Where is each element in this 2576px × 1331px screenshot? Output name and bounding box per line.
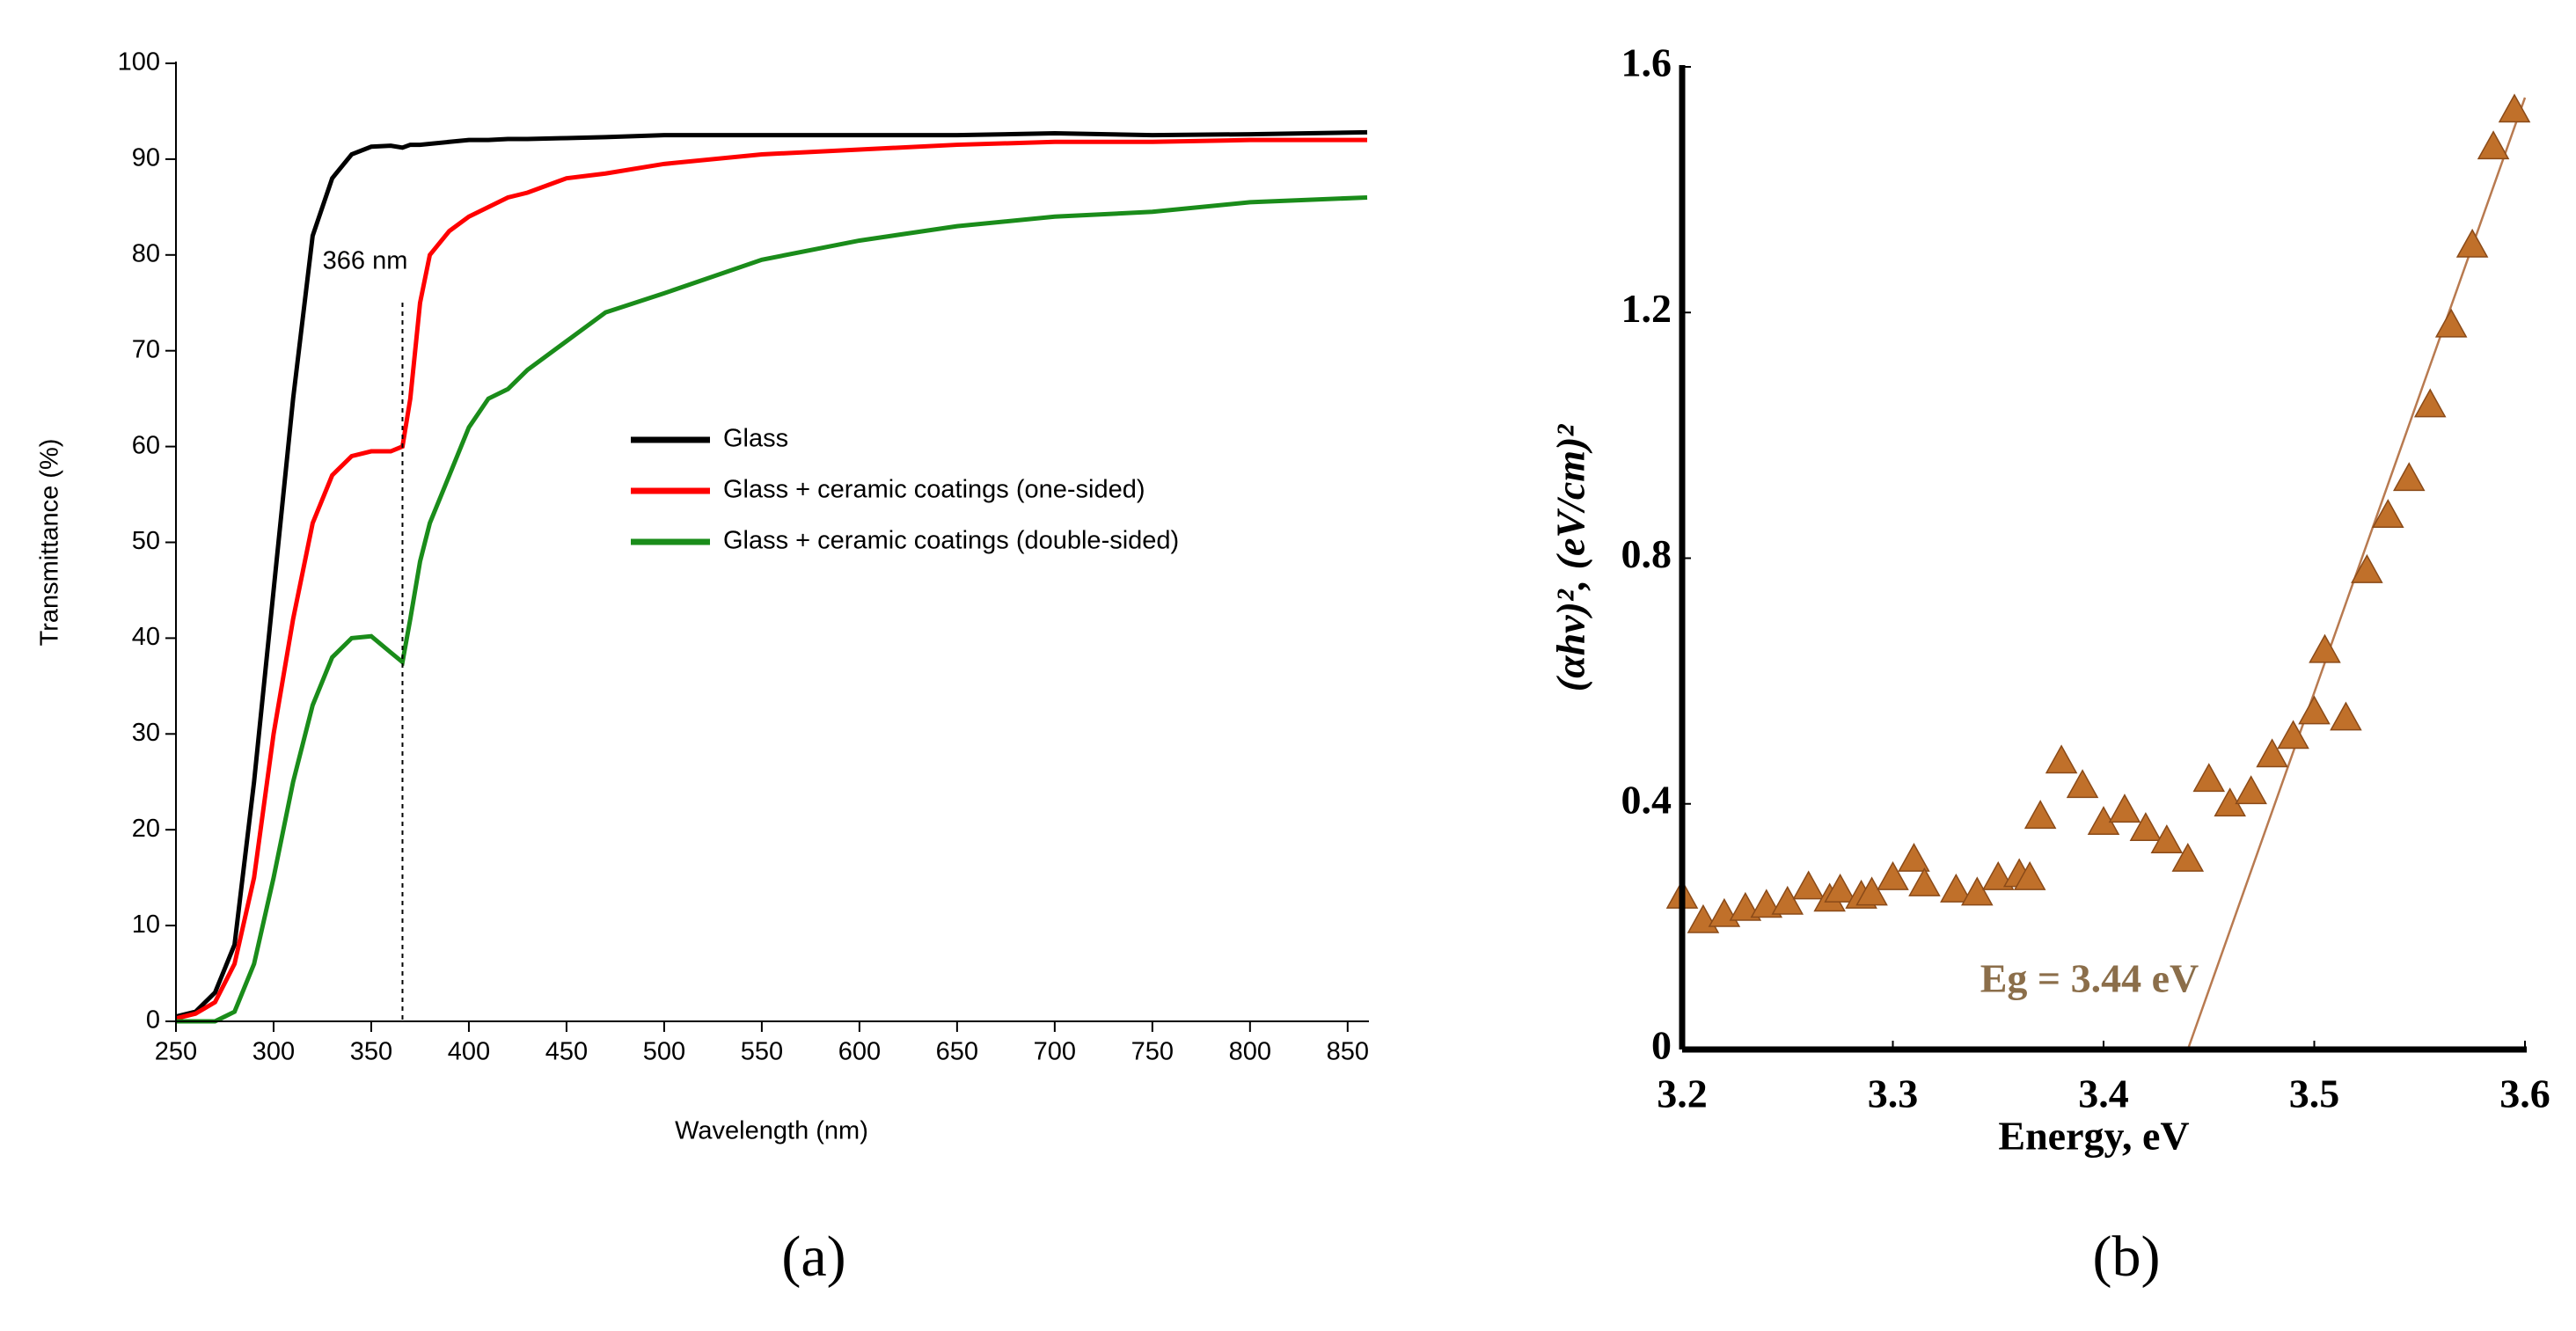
y-axis-title: Transmittance (%) <box>36 439 64 647</box>
x-tick-label: 300 <box>252 1038 295 1066</box>
data-point <box>2023 800 2057 830</box>
y-tick-label: 100 <box>118 48 160 77</box>
y-tick-label: 20 <box>132 815 160 843</box>
data-point <box>2434 308 2468 338</box>
x-tick-label: 250 <box>155 1038 197 1066</box>
y-tick-label: 0 <box>1651 1023 1672 1068</box>
y-tick-label: 80 <box>132 239 160 267</box>
y-tick-label: 70 <box>132 335 160 363</box>
data-point <box>1961 876 1994 906</box>
y-tick-label: 60 <box>132 431 160 459</box>
x-tick-label: 3.6 <box>2499 1071 2550 1116</box>
legend-label: Glass + ceramic coatings (one-sided) <box>723 476 1145 504</box>
y-tick-label: 40 <box>132 623 160 651</box>
data-point <box>1940 873 1972 903</box>
data-point <box>2192 763 2226 793</box>
data-point <box>2108 793 2141 823</box>
x-tick-label: 550 <box>741 1038 783 1066</box>
data-point <box>2372 499 2404 528</box>
data-point <box>2066 769 2099 799</box>
series-line <box>175 137 1367 1021</box>
data-point <box>1855 876 1888 906</box>
series-line <box>176 194 1368 1024</box>
annotation: 366 nm <box>323 247 408 275</box>
x-tick-label: 400 <box>448 1038 490 1066</box>
y-tick-label: 0.4 <box>1621 777 1672 822</box>
y-tick-label: 50 <box>132 527 160 555</box>
data-point <box>2129 812 2163 842</box>
data-point <box>2150 824 2184 853</box>
y-tick-label: 10 <box>132 910 160 939</box>
x-axis-title: Energy, eV <box>1998 1114 2189 1159</box>
annotation: Eg = 3.44 eV <box>1980 956 2199 1001</box>
data-point <box>1771 885 1804 915</box>
data-point <box>2013 860 2046 890</box>
x-tick-label: 700 <box>1034 1038 1076 1066</box>
x-axis-title: Wavelength (nm) <box>675 1117 868 1145</box>
x-tick-label: 3.3 <box>1868 1071 1919 1116</box>
y-tick-label: 0 <box>146 1006 160 1035</box>
data-point <box>1877 860 1909 890</box>
legend-label: Glass + ceramic coatings (double-sided) <box>723 527 1179 555</box>
x-tick-label: 500 <box>643 1038 685 1066</box>
x-tick-label: 750 <box>1131 1038 1174 1066</box>
data-point <box>2413 388 2447 418</box>
data-point <box>2256 738 2288 768</box>
data-point <box>2455 228 2489 258</box>
x-tick-label: 3.5 <box>2289 1071 2340 1116</box>
y-tick-label: 1.2 <box>1621 286 1672 331</box>
x-tick-label: 3.4 <box>2078 1071 2129 1116</box>
x-tick-label: 650 <box>936 1038 978 1066</box>
x-tick-label: 3.2 <box>1657 1071 1708 1116</box>
data-point <box>2330 701 2362 731</box>
data-point <box>2235 775 2267 805</box>
data-point <box>2477 130 2510 160</box>
y-tick-label: 30 <box>132 719 160 747</box>
data-point <box>2171 843 2205 872</box>
data-point <box>1898 843 1930 872</box>
x-tick-label: 800 <box>1229 1038 1271 1066</box>
y-tick-label: 90 <box>132 144 160 172</box>
y-tick-label: 0.8 <box>1621 531 1672 576</box>
y-tick-label: 1.6 <box>1621 40 1672 85</box>
x-tick-label: 450 <box>545 1038 588 1066</box>
series-line <box>175 129 1368 1019</box>
y-axis-title: (αhν)², (eV/cm)² <box>1548 424 1593 692</box>
x-tick-label: 600 <box>838 1038 881 1066</box>
data-point <box>2298 695 2331 725</box>
data-point <box>2351 553 2383 583</box>
x-tick-label: 350 <box>350 1038 392 1066</box>
data-point <box>2393 462 2426 492</box>
legend-label: Glass <box>723 425 788 453</box>
data-point <box>2277 720 2309 750</box>
data-point <box>2309 633 2341 663</box>
data-point <box>1824 873 1856 903</box>
data-point <box>2498 93 2531 123</box>
data-point <box>2045 744 2078 774</box>
panel-label: (b) <box>2093 1225 2161 1289</box>
x-tick-label: 850 <box>1327 1038 1369 1066</box>
panel-label: (a) <box>781 1225 845 1289</box>
data-point <box>1908 867 1941 896</box>
data-point <box>1792 870 1825 900</box>
